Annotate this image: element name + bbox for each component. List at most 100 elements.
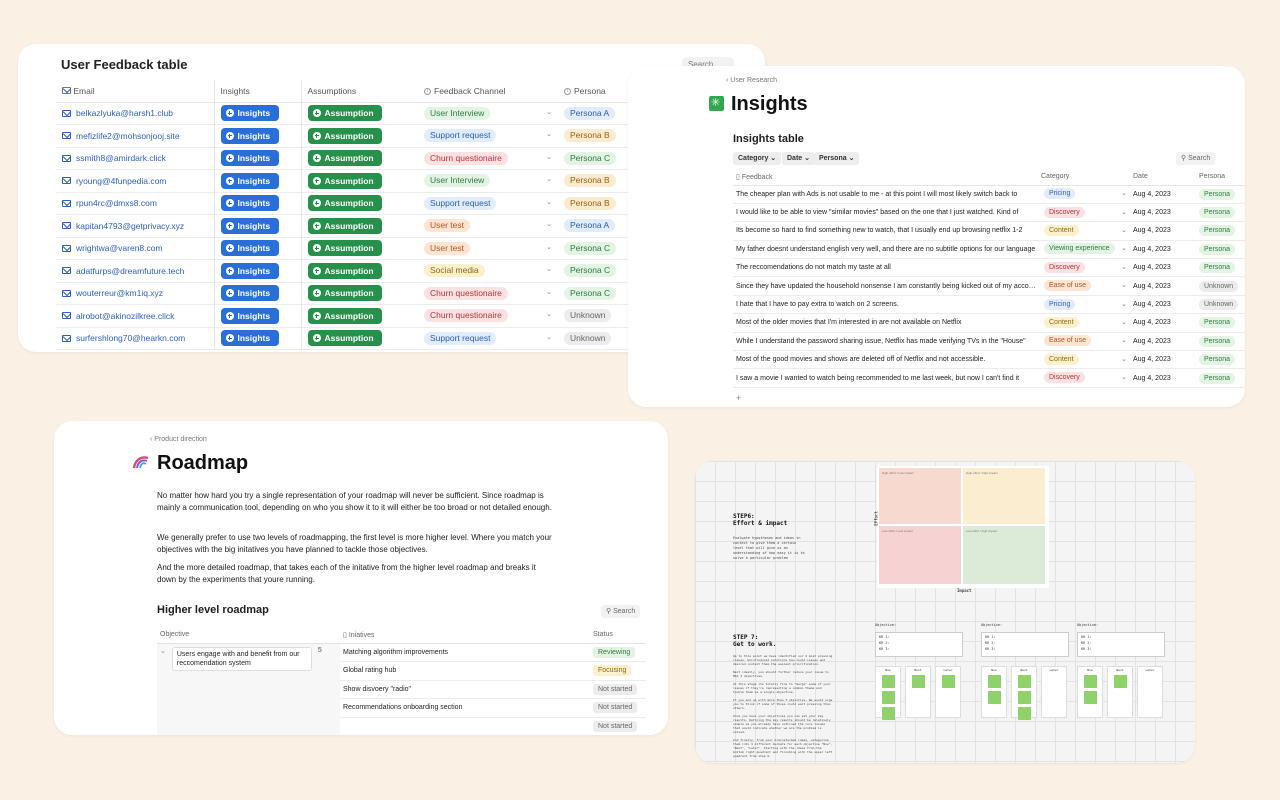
key-results-card[interactable]: KR 1: KR 2: KR 3: (875, 632, 963, 657)
insights-button[interactable]: Insights (220, 330, 280, 347)
email-link[interactable]: kapitan4793@getprivacy.xyz (62, 221, 184, 231)
email-link[interactable]: ryoung@4funpedia.com (62, 176, 166, 186)
insights-button[interactable]: Insights (220, 127, 280, 144)
persona-cell[interactable]: Unknown (558, 304, 628, 328)
feedback-channel-cell[interactable]: User test ⌄ (418, 237, 558, 260)
column-header-assumptions[interactable]: Assumptions (301, 80, 418, 103)
insights-button[interactable]: Insights (220, 105, 280, 122)
filter-date[interactable]: Date ⌄ (782, 152, 815, 165)
category-cell[interactable]: Discovery ⌄ (1038, 203, 1130, 223)
category-cell[interactable]: Discovery ⌄ (1038, 258, 1130, 278)
chevron-down-icon[interactable]: ⌄ (1121, 282, 1127, 290)
chevron-down-icon[interactable]: ⌄ (1121, 208, 1127, 216)
table-row[interactable]: My father doesnt understand english very… (733, 240, 1245, 260)
assumption-button[interactable]: Assumption (307, 127, 382, 144)
chevron-down-icon[interactable]: ⌄ (160, 647, 166, 655)
persona-cell[interactable]: Persona C (558, 147, 628, 170)
chevron-down-icon[interactable]: ⌄ (546, 153, 552, 161)
table-row[interactable]: The cheaper plan with Ads is not usable … (733, 185, 1245, 204)
feedback-channel-cell[interactable]: Social media ⌄ (418, 259, 558, 283)
insights-button[interactable]: Insights (220, 150, 280, 167)
chevron-down-icon[interactable]: ⌄ (546, 131, 552, 139)
sticky-note[interactable] (988, 675, 1001, 688)
email-link[interactable]: wouterreur@km1iq.xyz (62, 288, 163, 298)
insights-button[interactable]: Insights (220, 262, 280, 279)
chevron-down-icon[interactable]: ⌄ (546, 333, 552, 341)
chevron-down-icon[interactable]: ⌄ (546, 243, 552, 251)
insights-button[interactable]: Insights (220, 240, 280, 257)
initiative-cell[interactable] (340, 717, 590, 735)
category-cell[interactable]: Pricing ⌄ (1038, 295, 1130, 315)
sticky-note[interactable] (1084, 675, 1097, 688)
initiative-cell[interactable]: Show disvoery "radio" (340, 680, 590, 699)
chevron-down-icon[interactable]: ⌄ (1121, 355, 1127, 363)
assumption-button[interactable]: Assumption (307, 105, 382, 122)
sticky-note[interactable] (1018, 707, 1031, 720)
persona-cell[interactable]: Persona (1196, 221, 1245, 241)
category-cell[interactable]: Content ⌄ (1038, 350, 1130, 370)
sticky-note[interactable] (912, 675, 925, 688)
feedback-channel-cell[interactable]: Support request ⌄ (418, 192, 558, 215)
chevron-down-icon[interactable]: ⌄ (546, 311, 552, 319)
feedback-channel-cell[interactable]: User Interview ⌄ (418, 169, 558, 193)
table-row[interactable]: Most of the good movies and shows are de… (733, 350, 1245, 370)
table-row[interactable]: Recommendations onboarding section Not st… (157, 698, 646, 718)
email-link[interactable]: alrobot@akinozilkree.click (62, 311, 174, 321)
initiative-cell[interactable]: Global rating hub (340, 661, 590, 681)
column-header-objective[interactable]: Objective (157, 627, 340, 644)
objective-text[interactable]: Users engage with and benefit from our r… (171, 646, 312, 671)
persona-cell[interactable]: Persona A (558, 102, 628, 125)
column-header-insights[interactable]: Insights (214, 80, 302, 103)
insights-search-button[interactable]: ⚲ Search (1176, 152, 1216, 165)
chevron-down-icon[interactable]: ⌄ (1121, 245, 1127, 253)
assumption-button[interactable]: Assumption (307, 195, 382, 212)
email-link[interactable]: surfershlong70@hearkn.com (62, 333, 185, 343)
persona-cell[interactable]: Persona B (558, 169, 628, 193)
initiative-cell[interactable]: Matching algorithm improvements (340, 643, 590, 662)
column-header-email[interactable]: Email (56, 80, 215, 103)
feedback-channel-cell[interactable]: User test ⌄ (418, 214, 558, 238)
sticky-note[interactable] (882, 675, 895, 688)
initiative-cell[interactable]: Recommendations onboarding section (340, 698, 590, 718)
table-row[interactable]: Show disvoery "radio" Not started (157, 680, 646, 699)
insights-button[interactable]: Insights (220, 307, 280, 324)
table-row[interactable]: Since they have updated the household no… (733, 276, 1245, 296)
column-header-persona[interactable]: Persona (1196, 169, 1245, 186)
column-header-feedback-channel[interactable]: i Feedback Channel (418, 80, 558, 103)
sticky-note[interactable] (1114, 675, 1127, 688)
column-header-status[interactable]: Status (590, 627, 646, 644)
persona-cell[interactable]: Persona C (558, 282, 628, 305)
persona-cell[interactable]: Persona (1196, 332, 1245, 352)
table-row[interactable]: I hate that I have to pay extra to watch… (733, 295, 1245, 315)
status-cell[interactable]: Reviewing (590, 643, 646, 662)
category-cell[interactable]: Discovery ⌄ (1038, 368, 1130, 388)
email-link[interactable]: mefizlife2@mohsonjooj.site (62, 131, 180, 141)
chevron-down-icon[interactable]: ⌄ (546, 266, 552, 274)
persona-cell[interactable]: Persona (1196, 240, 1245, 260)
persona-cell[interactable]: Persona (1196, 203, 1245, 223)
chevron-down-icon[interactable]: ⌄ (1121, 318, 1127, 326)
table-row[interactable]: ⌄ Users engage with and benefit from our … (157, 643, 646, 735)
persona-cell[interactable]: Persona (1196, 368, 1245, 388)
category-cell[interactable]: Pricing ⌄ (1038, 185, 1130, 204)
feedback-channel-cell[interactable]: Support request ⌄ (418, 124, 558, 148)
chevron-down-icon[interactable]: ⌄ (1121, 263, 1127, 271)
insights-button[interactable]: Insights (220, 195, 280, 212)
assumption-button[interactable]: Assumption (307, 262, 382, 279)
sticky-note[interactable] (882, 707, 895, 720)
status-cell[interactable]: Not started (590, 717, 646, 735)
persona-cell[interactable]: Persona (1196, 258, 1245, 278)
email-link[interactable]: rpun4rc@dmxs8.com (62, 198, 157, 208)
insights-button[interactable]: Insights (220, 172, 280, 189)
table-row[interactable]: Not started (157, 717, 646, 735)
column-header-persona[interactable]: i Persona (558, 80, 628, 103)
chevron-down-icon[interactable]: ⌄ (1121, 190, 1127, 198)
chevron-down-icon[interactable]: ⌄ (1121, 337, 1127, 345)
persona-cell[interactable]: Persona C (558, 259, 628, 283)
assumption-button[interactable]: Assumption (307, 307, 382, 324)
status-cell[interactable]: Not started (590, 680, 646, 699)
roadmap-search-button[interactable]: ⚲ Search (601, 605, 641, 618)
persona-cell[interactable]: Persona (1196, 185, 1245, 204)
chevron-down-icon[interactable]: ⌄ (1121, 226, 1127, 234)
table-row[interactable]: Most of the older movies that I'm intere… (733, 313, 1245, 333)
